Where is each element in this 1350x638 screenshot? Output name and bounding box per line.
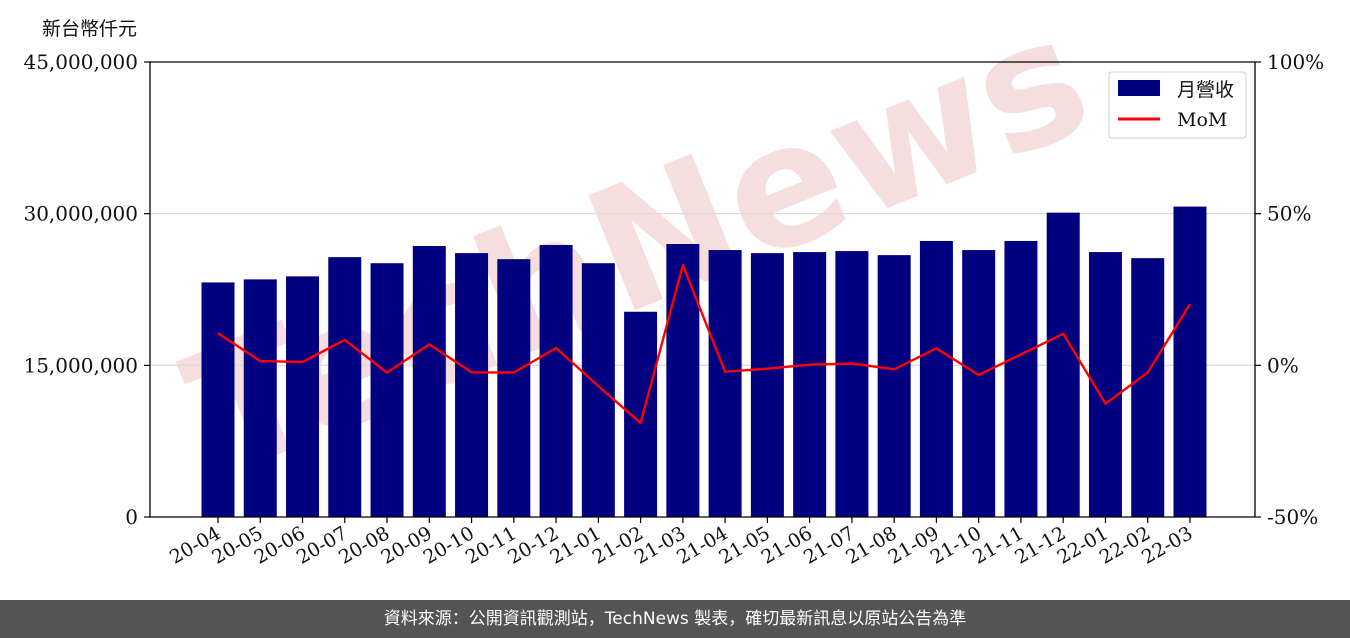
y-axis-unit-label: 新台幣仟元: [42, 18, 138, 40]
left-tick-label: 0: [125, 505, 138, 529]
bar-20-11: [497, 259, 531, 517]
bar-20-12: [539, 245, 573, 517]
right-tick-label: -50%: [1267, 505, 1318, 529]
right-tick-label: 50%: [1267, 202, 1311, 226]
bar-20-08: [370, 263, 404, 517]
left-tick-label: 15,000,000: [23, 353, 138, 377]
left-tick-label: 30,000,000: [23, 202, 138, 226]
bar-21-03: [666, 244, 700, 517]
legend-label-mom: MoM: [1177, 109, 1227, 131]
bar-series: [201, 206, 1207, 518]
right-tick-label: 0%: [1267, 353, 1299, 377]
bar-20-07: [328, 257, 362, 517]
bar-21-01: [581, 263, 615, 517]
mom-line: [217, 264, 1192, 425]
legend: 月營收 MoM: [1108, 71, 1247, 139]
bar-22-03: [1173, 206, 1207, 518]
bar-20-10: [455, 253, 489, 517]
right-tick-label: 100%: [1267, 50, 1324, 74]
legend-label-revenue: 月營收: [1177, 79, 1234, 101]
bar-21-05: [750, 253, 784, 517]
bar-20-06: [286, 276, 320, 517]
bar-22-02: [1131, 258, 1165, 517]
bar-21-11: [1004, 240, 1038, 517]
bar-21-06: [793, 252, 827, 518]
bar-21-10: [962, 250, 996, 518]
mom-line-series: [217, 264, 1192, 425]
bar-21-09: [919, 240, 953, 517]
bar-21-07: [835, 251, 869, 518]
bar-20-04: [201, 282, 235, 517]
bar-20-09: [412, 246, 446, 517]
legend-swatch-bar: [1118, 80, 1160, 96]
bar-21-04: [708, 250, 742, 518]
bar-20-05: [243, 279, 277, 517]
bar-21-08: [877, 255, 911, 517]
bar-21-12: [1046, 212, 1080, 517]
left-tick-label: 45,000,000: [23, 50, 138, 74]
source-footer: 資料來源：公開資訊觀測站，TechNews 製表，確切最新訊息以原站公告為準: [0, 600, 1350, 638]
revenue-chart: TechNews 015,000,00030,000,00045,000,000…: [23, 0, 1324, 569]
